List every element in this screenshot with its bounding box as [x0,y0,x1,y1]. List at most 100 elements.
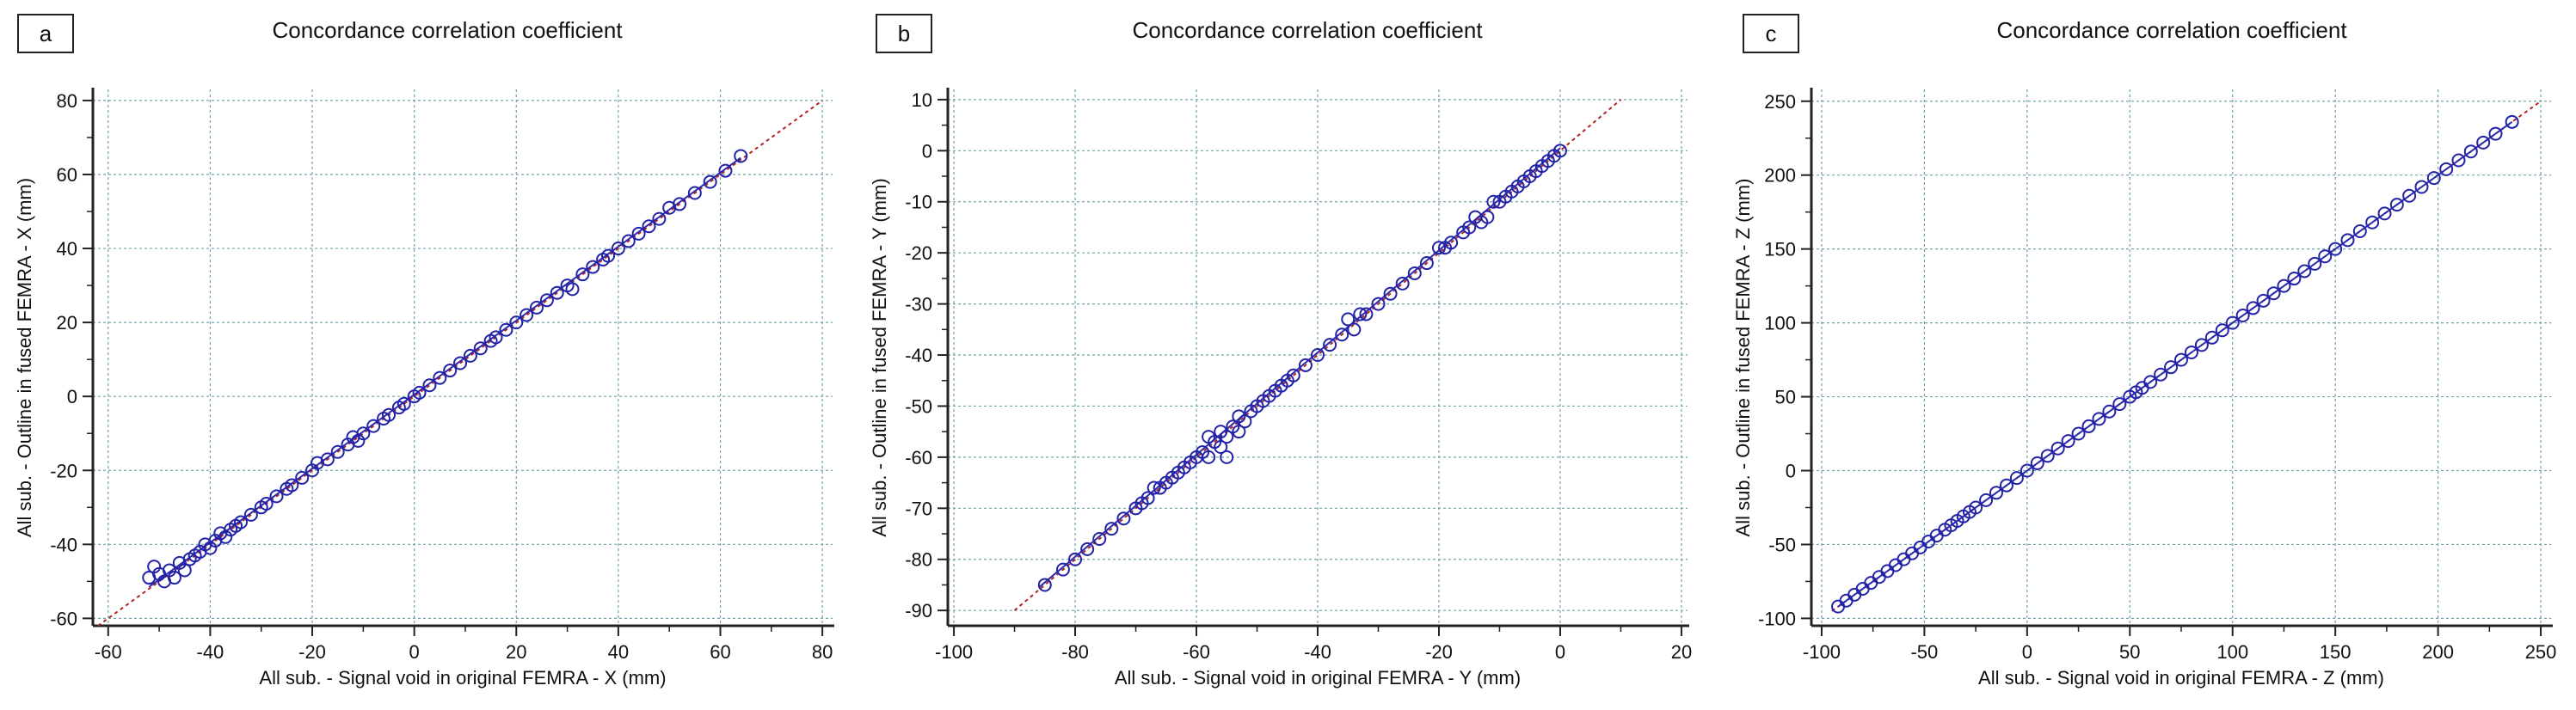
data-point [2365,215,2380,230]
data-point [2277,278,2291,293]
data-point [1359,307,1374,321]
x-tick-label: -20 [298,641,326,663]
data-point [550,285,564,300]
data-point [1068,552,1083,566]
data-point [1104,522,1119,536]
y-tick-label: 0 [67,386,77,407]
y-tick-label: 250 [1764,91,1796,113]
data-point [1140,491,1155,505]
panel-label: c [1743,14,1799,53]
data-point [1323,338,1337,352]
data-point [631,226,646,241]
data-point [1147,480,1161,495]
chart-title: Concordance correlation coefficient [272,17,623,43]
x-axis-label: All sub. - Signal void in original FEMRA… [1978,667,2384,689]
data-point [1232,425,1246,439]
data-point [269,489,284,504]
chart-panel-b: b Concordance correlation coefficient -1… [858,0,1717,710]
data-point [489,330,503,345]
data-point [2071,426,2086,441]
y-tick-label: 80 [57,90,77,112]
data-point [673,197,687,211]
data-point [611,242,625,256]
data-point [1214,440,1228,454]
y-tick-label: 20 [57,312,77,334]
data-point [1220,450,1234,464]
y-axis-label: All sub. - Outline in fused FEMRA - X (m… [14,178,35,537]
data-point [382,407,396,422]
y-tick-label: 0 [1786,461,1796,482]
data-point [718,163,733,178]
x-tick-label: -100 [1803,641,1841,663]
data-point [234,515,248,529]
data-point [530,300,544,315]
data-point [1353,307,1368,321]
data-point [295,470,310,485]
x-tick-label: 40 [608,641,629,663]
y-tick-label: -100 [1758,608,1796,629]
data-point [1462,220,1477,235]
data-point [1383,286,1398,301]
x-tick-label: 200 [2422,641,2454,663]
data-point [2030,456,2044,470]
data-point [2174,352,2188,367]
data-point [601,248,616,263]
x-tick-label: -20 [1425,641,1453,663]
data-point [642,219,656,234]
data-point [397,396,411,411]
data-point [422,378,437,393]
data-point [2256,293,2271,308]
data-point [1347,322,1362,337]
data-point [2340,233,2355,248]
data-point [243,507,258,522]
data-point [330,444,345,459]
data-point [2215,323,2229,338]
data-point [1116,511,1131,526]
y-tick-label: -40 [50,534,77,555]
y-tick-label: 100 [1764,313,1796,334]
data-point [1419,256,1434,271]
x-tick-label: 250 [2525,641,2557,663]
data-point [356,426,371,441]
y-tick-label: -80 [905,549,932,571]
chart-panel-c: c Concordance correlation coefficient -1… [1717,0,2575,710]
data-point [433,370,447,385]
data-point [2308,256,2322,271]
data-point [167,571,181,585]
x-tick-label: 80 [812,641,833,663]
data-point [1037,578,1052,592]
chart-canvas: -60 -40 -20 0 20 40 60 80 -60 -40 -20 0 20 40 60 80 All … [14,88,834,689]
x-tick-label: 100 [2216,641,2248,663]
identity-line [97,100,823,626]
data-point [2246,301,2260,315]
data-point [1999,478,2013,493]
y-tick-label: 10 [912,89,932,111]
y-tick-label: -10 [905,192,932,213]
data-point [259,496,274,511]
data-point [2297,264,2312,278]
data-point [565,282,580,297]
data-point [1552,144,1567,158]
data-point [2154,367,2168,382]
x-tick-label: 20 [1671,641,1692,663]
data-point [2020,463,2034,478]
data-point [2050,441,2065,456]
data-point [509,315,524,330]
x-tick-label: 150 [2320,641,2352,663]
y-tick-label: -90 [905,600,932,621]
data-point [520,308,534,322]
y-tick-label: -30 [905,294,932,315]
data-point [2488,126,2503,141]
y-tick-label: 0 [922,140,932,162]
y-tick-label: -70 [905,498,932,519]
chart-title: Concordance correlation coefficient [1996,17,2347,43]
data-point [320,452,335,467]
data-point [1238,414,1252,429]
data-point [2081,419,2096,433]
data-point [2092,412,2106,426]
data-point [621,234,636,248]
data-point [539,293,554,308]
x-tick-label: 50 [2119,641,2140,663]
data-point [463,348,477,363]
data-point [2389,198,2404,212]
